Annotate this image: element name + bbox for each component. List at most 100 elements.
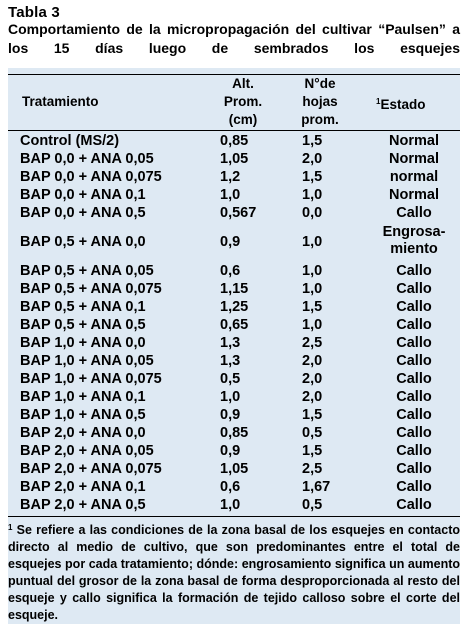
table-row: BAP 2,0 + ANA 0,0 0,85 0,5 Callo xyxy=(8,424,460,442)
cell-hojas: 0,5 xyxy=(302,497,323,513)
table-title: Tabla 3 xyxy=(8,4,60,21)
cell-hojas: 1,0 xyxy=(302,317,323,333)
cell-hojas: 2,5 xyxy=(302,461,323,477)
cell-hojas: 0,0 xyxy=(302,205,323,221)
table-row: BAP 2,0 + ANA 0,075 1,05 2,5 Callo xyxy=(8,460,460,478)
cell-estado: Callo xyxy=(396,299,432,315)
cell-hojas: 2,0 xyxy=(302,353,323,369)
header-hojas-line3: prom. xyxy=(301,112,339,127)
cell-tratamiento: BAP 1,0 + ANA 0,0 xyxy=(20,335,146,351)
cell-alt: 0,567 xyxy=(220,205,257,221)
table-row: BAP 0,5 + ANA 0,5 0,65 1,0 Callo xyxy=(8,316,460,334)
cell-estado: Callo xyxy=(396,407,432,423)
table-row: Control (MS/2) 0,85 1,5 Normal xyxy=(8,132,460,150)
cell-hojas: 1,5 xyxy=(302,133,323,149)
cell-alt: 0,9 xyxy=(220,443,241,459)
top-rule xyxy=(8,74,460,75)
cell-hojas: 1,67 xyxy=(302,479,331,495)
table-row: BAP 0,0 + ANA 0,5 0,567 0,0 Callo xyxy=(8,204,460,222)
cell-estado: Callo xyxy=(396,205,432,221)
cell-alt: 1,3 xyxy=(220,353,241,369)
cell-tratamiento: BAP 2,0 + ANA 0,0 xyxy=(20,425,146,441)
cell-alt: 0,6 xyxy=(220,263,241,279)
table-row: BAP 0,0 + ANA 0,05 1,05 2,0 Normal xyxy=(8,150,460,168)
header-alt-line1: Alt. xyxy=(232,76,254,91)
table-row: BAP 1,0 + ANA 0,0 1,3 2,5 Callo xyxy=(8,334,460,352)
table-row: BAP 0,5 + ANA 0,0 0,9 1,0 Engrosa- mient… xyxy=(8,224,460,258)
table-caption: Comportamiento de la micropropagación de… xyxy=(8,21,460,56)
cell-hojas: 2,0 xyxy=(302,389,323,405)
cell-estado: Normal xyxy=(389,151,439,167)
bottom-rule xyxy=(8,516,460,517)
cell-tratamiento: BAP 1,0 + ANA 0,5 xyxy=(20,407,146,423)
cell-tratamiento: BAP 2,0 + ANA 0,5 xyxy=(20,497,146,513)
cell-tratamiento: BAP 2,0 + ANA 0,1 xyxy=(20,479,146,495)
header-alt-line3: (cm) xyxy=(228,112,258,127)
cell-estado: Callo xyxy=(396,425,432,441)
cell-hojas: 2,0 xyxy=(302,371,323,387)
header-hojas-line1: N°de xyxy=(304,76,336,91)
cell-hojas: 1,5 xyxy=(302,299,323,315)
cell-tratamiento: BAP 2,0 + ANA 0,075 xyxy=(20,461,162,477)
cell-tratamiento: BAP 1,0 + ANA 0,075 xyxy=(20,371,162,387)
cell-alt: 0,85 xyxy=(220,425,249,441)
footnote-text: Se refiere a las condiciones de la zona … xyxy=(8,523,460,622)
cell-alt: 1,05 xyxy=(220,461,249,477)
cell-alt: 1,25 xyxy=(220,299,249,315)
cell-tratamiento: BAP 1,0 + ANA 0,05 xyxy=(20,353,154,369)
cell-estado: Callo xyxy=(396,371,432,387)
cell-hojas: 1,0 xyxy=(302,263,323,279)
cell-hojas: 2,0 xyxy=(302,151,323,167)
cell-alt: 1,2 xyxy=(220,169,241,185)
cell-hojas: 1,5 xyxy=(302,407,323,423)
header-hojas: N°de hojas prom. xyxy=(290,75,350,129)
cell-estado: Callo xyxy=(396,389,432,405)
header-hojas-line2: hojas xyxy=(302,94,338,109)
cell-tratamiento: BAP 0,5 + ANA 0,0 xyxy=(20,234,146,250)
table-background xyxy=(8,68,460,624)
header-alt: Alt. Prom. (cm) xyxy=(208,75,278,129)
table-row: BAP 1,0 + ANA 0,075 0,5 2,0 Callo xyxy=(8,370,460,388)
cell-tratamiento: BAP 0,5 + ANA 0,5 xyxy=(20,317,146,333)
cell-estado: Normal xyxy=(389,187,439,203)
cell-hojas: 1,5 xyxy=(302,443,323,459)
table-row: BAP 0,5 + ANA 0,05 0,6 1,0 Callo xyxy=(8,262,460,280)
cell-estado: Callo xyxy=(396,317,432,333)
cell-alt: 1,3 xyxy=(220,335,241,351)
cell-alt: 0,9 xyxy=(220,407,241,423)
cell-alt: 0,9 xyxy=(220,234,241,250)
cell-alt: 1,15 xyxy=(220,281,249,297)
cell-alt: 0,5 xyxy=(220,371,241,387)
cell-tratamiento: Control (MS/2) xyxy=(20,133,120,149)
cell-alt: 1,0 xyxy=(220,389,241,405)
header-alt-line2: Prom. xyxy=(223,94,263,109)
cell-alt: 0,6 xyxy=(220,479,241,495)
table-row: BAP 0,0 + ANA 0,075 1,2 1,5 normal xyxy=(8,168,460,186)
cell-tratamiento: BAP 0,5 + ANA 0,05 xyxy=(20,263,154,279)
header-tratamiento: Tratamiento xyxy=(22,94,99,109)
cell-estado: normal xyxy=(389,169,439,185)
cell-hojas: 0,5 xyxy=(302,425,323,441)
cell-alt: 1,05 xyxy=(220,151,249,167)
cell-estado-line1: Engrosa- xyxy=(382,224,446,240)
header-rule xyxy=(8,130,460,131)
cell-estado: Callo xyxy=(396,443,432,459)
cell-estado: Callo xyxy=(396,335,432,351)
cell-tratamiento: BAP 0,0 + ANA 0,05 xyxy=(20,151,154,167)
cell-hojas: 1,0 xyxy=(302,187,323,203)
table-row: BAP 2,0 + ANA 0,1 0,6 1,67 Callo xyxy=(8,478,460,496)
cell-estado-line2: miento xyxy=(390,241,438,257)
cell-estado: Callo xyxy=(396,263,432,279)
cell-alt: 1,0 xyxy=(220,187,241,203)
cell-estado: Callo xyxy=(396,353,432,369)
table-row: BAP 2,0 + ANA 0,5 1,0 0,5 Callo xyxy=(8,496,460,514)
header-estado: 1Estado xyxy=(376,93,425,114)
cell-alt: 0,65 xyxy=(220,317,249,333)
cell-estado: Callo xyxy=(396,479,432,495)
cell-estado: Callo xyxy=(396,461,432,477)
table-row: BAP 1,0 + ANA 0,1 1,0 2,0 Callo xyxy=(8,388,460,406)
cell-tratamiento: BAP 2,0 + ANA 0,05 xyxy=(20,443,154,459)
cell-tratamiento: BAP 1,0 + ANA 0,1 xyxy=(20,389,146,405)
cell-estado: Callo xyxy=(396,497,432,513)
